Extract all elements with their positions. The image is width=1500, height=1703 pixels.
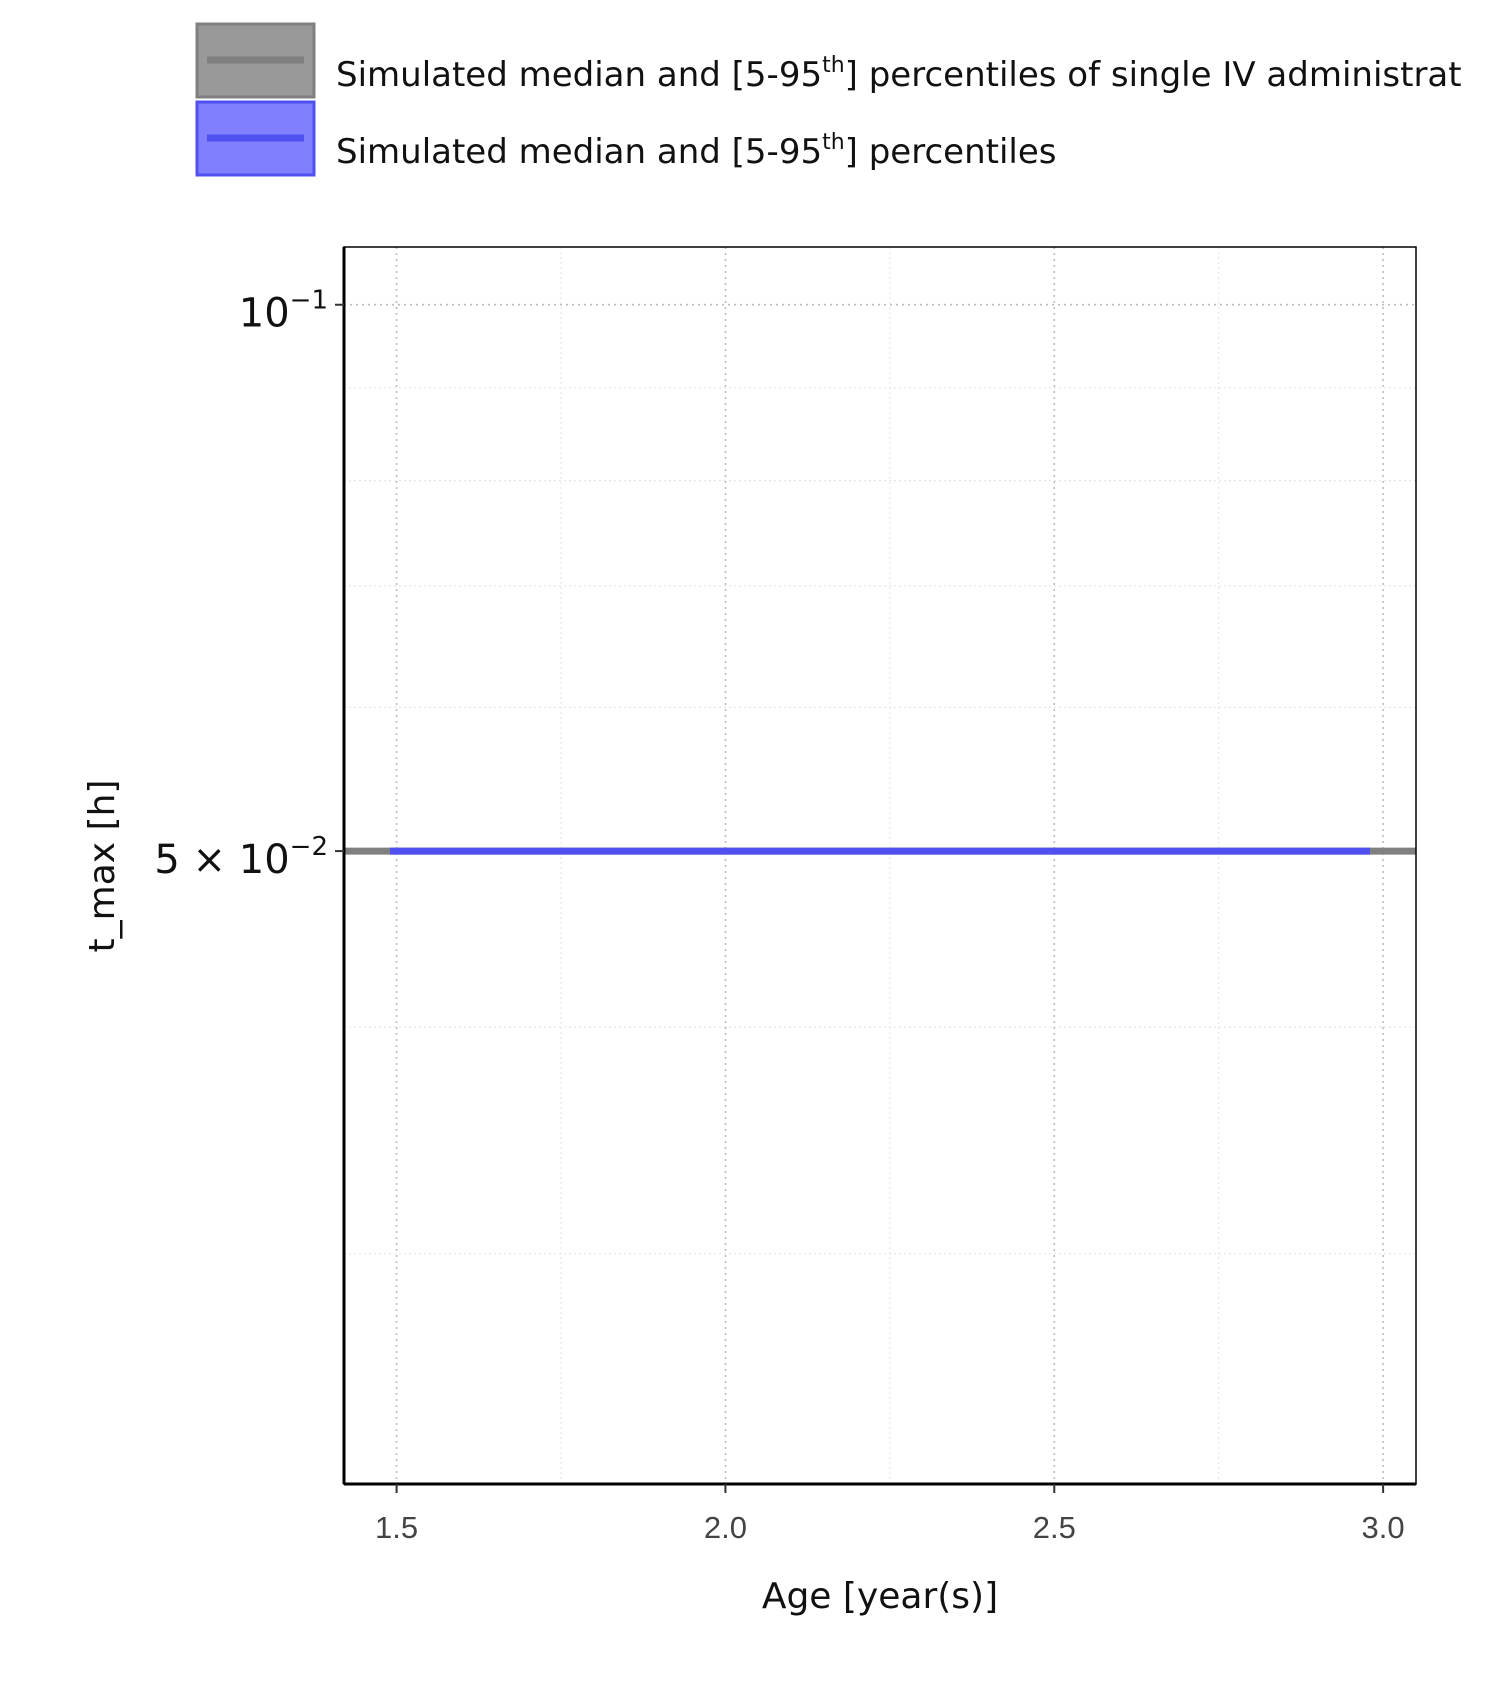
y-axis-title: t_max [h] [82, 780, 123, 953]
x-axis-title: Age [year(s)] [762, 1576, 998, 1617]
x-tick-label: 2.0 [704, 1510, 747, 1545]
plot-panel: 1.5 2.0 2.5 3.0 10−1 5 × 10−2 [154, 246, 1417, 1545]
gridlines [344, 247, 1416, 1484]
x-axis-ticks: 1.5 2.0 2.5 3.0 [375, 1484, 1405, 1545]
legend-entry: Simulated median and [5-95th] percentile… [195, 100, 1056, 177]
y-tick-label: 10−1 [239, 286, 328, 337]
legend-label-blue: Simulated median and [5-95th] percentile… [336, 130, 1056, 172]
y-tick-label: 5 × 10−2 [154, 832, 328, 883]
y-axis-ticks: 10−1 5 × 10−2 [154, 286, 344, 883]
legend-label-gray: Simulated median and [5-95th] percentile… [336, 53, 1462, 95]
x-tick-label: 1.5 [375, 1510, 418, 1545]
legend: Simulated median and [5-95th] percentile… [195, 22, 1462, 177]
x-tick-label: 3.0 [1362, 1510, 1405, 1545]
legend-entry: Simulated median and [5-95th] percentile… [195, 22, 1462, 99]
x-tick-label: 2.5 [1033, 1510, 1076, 1545]
panel-border [343, 246, 1417, 1485]
